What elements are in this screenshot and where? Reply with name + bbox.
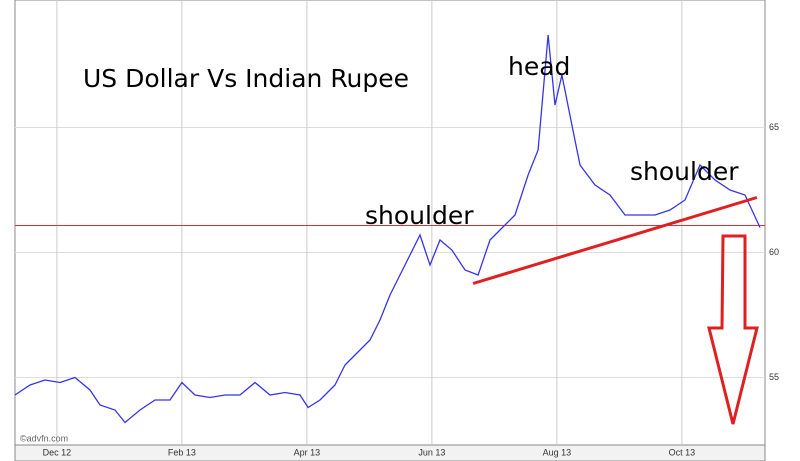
chart-title: US Dollar Vs Indian Rupee: [83, 64, 409, 93]
watermark: ©advfn.com: [20, 433, 68, 443]
layer: [14, 0, 765, 445]
x-tick-label: Apr 13: [294, 447, 321, 457]
price-line: [14, 34, 761, 424]
x-axis-band: [14, 444, 766, 461]
plot-area: [14, 0, 766, 446]
x-tick-label: Aug 13: [543, 447, 572, 457]
y-tick-label: 65: [769, 122, 779, 132]
x-tick-label: Feb 13: [168, 447, 196, 457]
annotation: shoulder: [365, 201, 474, 230]
x-tick-label: Oct 13: [669, 447, 696, 457]
y-tick-label: 60: [769, 247, 779, 257]
annotation: head: [508, 52, 570, 81]
x-tick-label: Dec 12: [43, 447, 72, 457]
annotation: shoulder: [630, 157, 739, 186]
down-arrow: [707, 234, 759, 425]
x-tick-label: Jun 13: [418, 447, 445, 457]
y-tick-label: 55: [769, 372, 779, 382]
neckline: [472, 196, 758, 285]
